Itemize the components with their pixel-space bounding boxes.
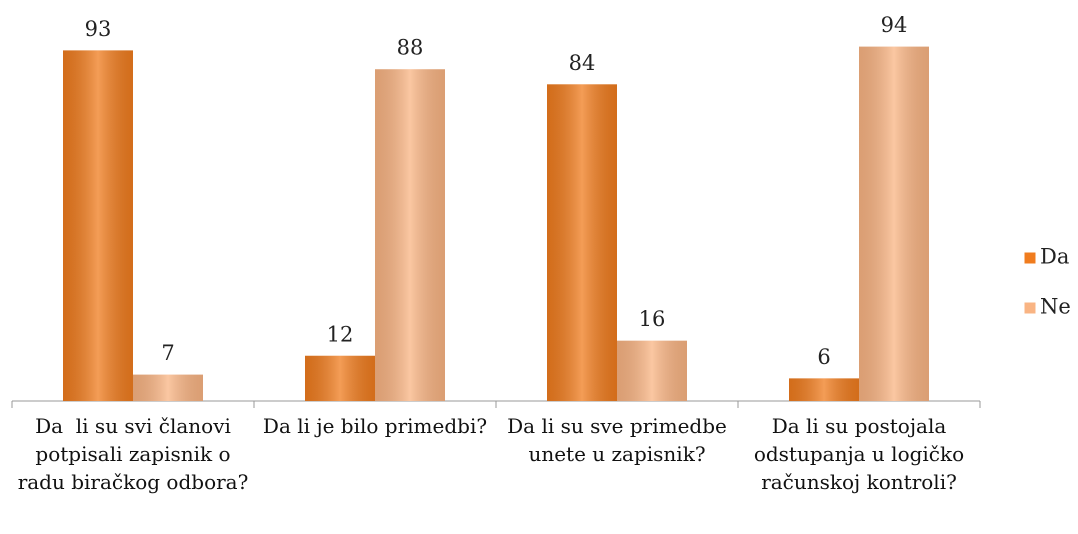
legend-label: Ne [1040, 295, 1071, 319]
data-label: 94 [881, 13, 908, 37]
x-tick-label: Da li je bilo primedbi? [262, 414, 488, 438]
data-label: 84 [569, 51, 596, 75]
data-label: 7 [161, 341, 174, 365]
bar-shine [63, 50, 133, 401]
bar-shine [547, 84, 617, 401]
data-label: 6 [817, 345, 830, 369]
bar-shine [859, 46, 929, 402]
x-tick-label: Da li su sve primedbe unete u zapisnik? [507, 414, 734, 466]
data-label: 12 [327, 322, 354, 346]
bar-shine [617, 340, 687, 401]
x-tick-label: Da li su postojala odstupanja u logičko … [753, 414, 971, 494]
legend-swatch [1023, 251, 1037, 265]
bar-shine [305, 355, 375, 401]
legend-label: Da [1040, 245, 1069, 269]
x-tick-label: Da li su svi članovi potpisali zapisnik … [17, 414, 249, 494]
bar-shine [375, 69, 445, 402]
data-label: 88 [397, 36, 424, 60]
bar-shine [133, 374, 203, 401]
bar-shine [789, 378, 859, 401]
legend-swatch [1023, 301, 1037, 315]
data-label: 93 [85, 17, 112, 41]
data-label: 16 [639, 307, 666, 331]
